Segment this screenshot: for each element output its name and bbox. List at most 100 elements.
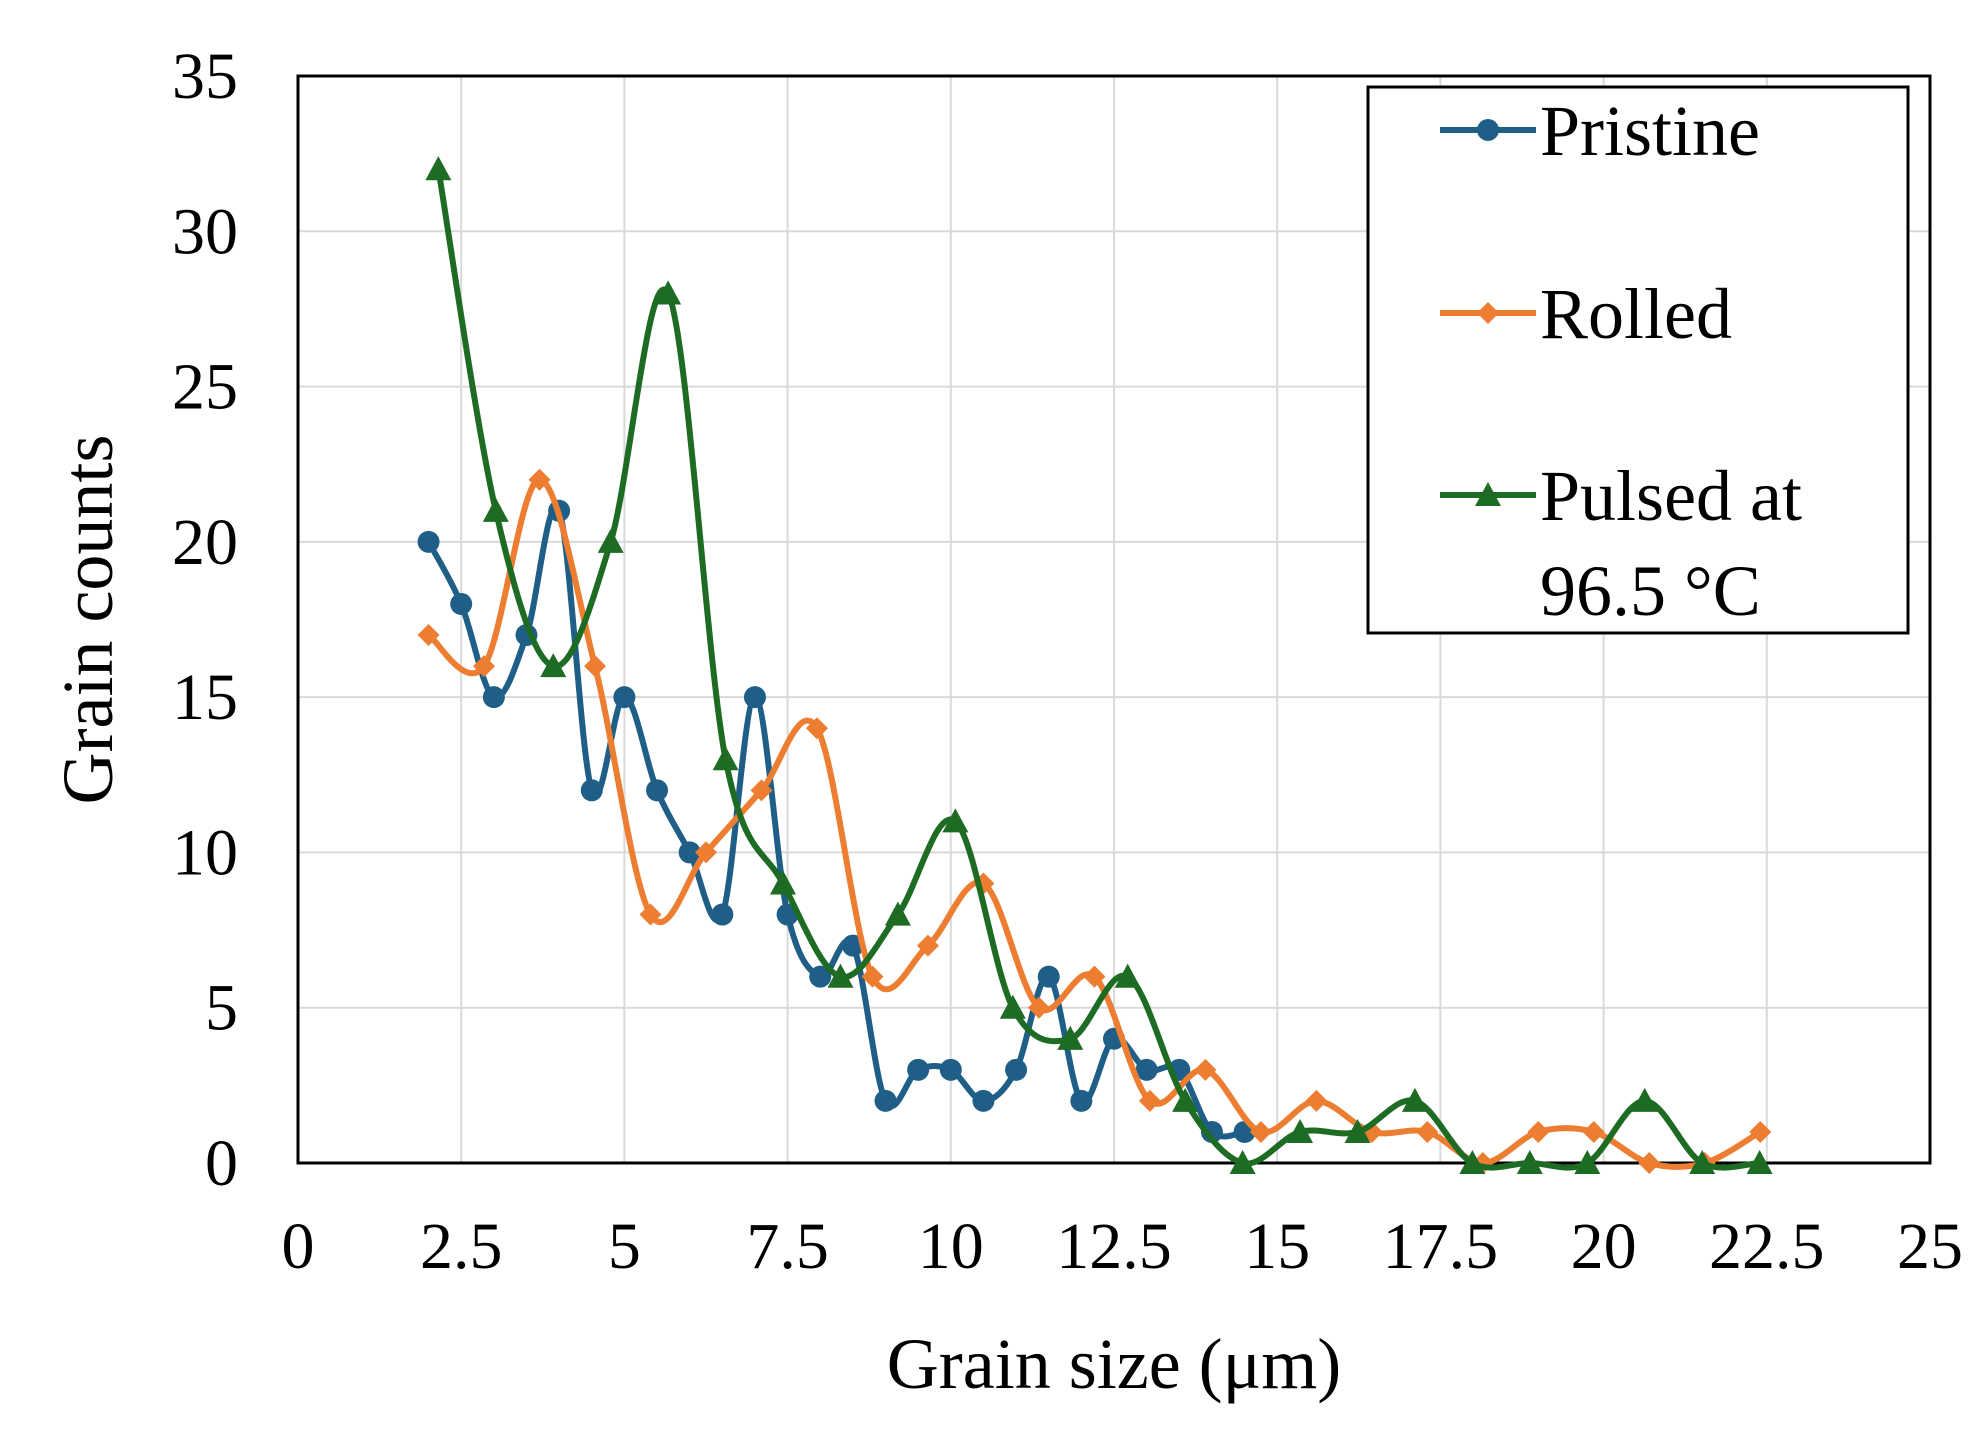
data-point-rolled bbox=[1083, 965, 1106, 988]
data-point-pulsed bbox=[1114, 963, 1141, 988]
data-point-pristine bbox=[613, 686, 636, 709]
data-point-pulsed bbox=[482, 497, 509, 522]
data-point-pulsed bbox=[770, 870, 797, 895]
data-point-pulsed bbox=[540, 653, 567, 678]
data-point-pulsed bbox=[597, 528, 624, 553]
x-tick-label: 7.5 bbox=[746, 1210, 829, 1283]
data-point-pristine bbox=[1005, 1058, 1028, 1081]
data-point-pristine bbox=[1135, 1058, 1158, 1081]
data-point-pulsed bbox=[884, 901, 911, 926]
data-point-pulsed bbox=[827, 963, 854, 988]
data-point-pulsed bbox=[1689, 1150, 1716, 1175]
data-point-pristine bbox=[1037, 965, 1060, 988]
plot-area-border bbox=[296, 74, 1932, 1165]
data-point-pulsed bbox=[1459, 1150, 1486, 1175]
y-tick-label: 30 bbox=[172, 195, 238, 268]
data-point-rolled bbox=[1305, 1089, 1328, 1112]
data-point-pulsed bbox=[655, 280, 682, 305]
data-point-rolled bbox=[528, 468, 551, 491]
data-point-pulsed bbox=[1172, 1087, 1199, 1112]
data-point-rolled bbox=[639, 903, 662, 926]
x-tick-label: 10 bbox=[918, 1210, 984, 1283]
data-point-pristine bbox=[874, 1089, 897, 1112]
data-point-rolled bbox=[1194, 1058, 1217, 1081]
data-point-pulsed bbox=[999, 994, 1026, 1019]
data-point-pulsed bbox=[1516, 1150, 1543, 1175]
x-axis-ticks: 0 2.5 5 7.5 10 12.5 15 17.5 20 22.5 25 bbox=[282, 1210, 1964, 1283]
y-tick-label: 20 bbox=[172, 506, 238, 579]
data-point-pulsed bbox=[1401, 1087, 1428, 1112]
x-tick-label: 22.5 bbox=[1709, 1210, 1825, 1283]
data-point-rolled bbox=[916, 934, 939, 957]
x-tick-label: 17.5 bbox=[1383, 1210, 1499, 1283]
data-point-pristine bbox=[939, 1058, 962, 1081]
y-axis-ticks: 0 5 10 15 20 25 30 35 bbox=[172, 40, 238, 1200]
data-point-pristine bbox=[646, 779, 669, 802]
data-point-pristine bbox=[907, 1058, 930, 1081]
y-tick-label: 35 bbox=[172, 40, 238, 113]
data-point-pulsed bbox=[1057, 1025, 1084, 1050]
legend-label-rolled: Rolled bbox=[1540, 274, 1732, 354]
data-point-rolled bbox=[1527, 1120, 1550, 1143]
x-tick-label: 12.5 bbox=[1056, 1210, 1172, 1283]
legend-label-pulsed: Pulsed at bbox=[1540, 456, 1802, 536]
data-point-pulsed bbox=[712, 746, 739, 771]
data-point-pristine bbox=[417, 530, 440, 553]
legend-label-pristine: Pristine bbox=[1540, 91, 1760, 171]
data-point-pulsed bbox=[1287, 1118, 1314, 1143]
data-point-pulsed bbox=[942, 808, 969, 833]
data-point-rolled bbox=[695, 841, 717, 864]
y-tick-label: 15 bbox=[172, 661, 238, 734]
data-point-pristine bbox=[743, 686, 766, 709]
x-axis-title: Grain size (μm) bbox=[887, 1324, 1341, 1404]
x-tick-label: 20 bbox=[1571, 1210, 1637, 1283]
legend-marker-pristine bbox=[1477, 119, 1499, 141]
data-point-pulsed bbox=[1344, 1118, 1371, 1143]
data-point-pristine bbox=[1070, 1089, 1093, 1112]
legend-box bbox=[1366, 85, 1910, 635]
data-point-pristine bbox=[972, 1089, 995, 1112]
x-tick-label: 2.5 bbox=[420, 1210, 503, 1283]
legend-marker-rolled bbox=[1477, 302, 1499, 324]
series-layer bbox=[417, 156, 1773, 1175]
y-tick-label: 10 bbox=[172, 816, 238, 889]
y-tick-label: 5 bbox=[205, 972, 238, 1045]
x-tick-label: 5 bbox=[608, 1210, 641, 1283]
data-point-rolled bbox=[861, 965, 884, 988]
data-point-rolled bbox=[473, 655, 496, 678]
data-point-pristine bbox=[711, 903, 734, 926]
y-tick-label: 0 bbox=[205, 1127, 238, 1200]
data-point-pulsed bbox=[425, 156, 452, 181]
data-point-pulsed bbox=[1574, 1150, 1601, 1175]
data-point-rolled bbox=[750, 779, 773, 802]
data-point-rolled bbox=[1027, 996, 1050, 1019]
data-point-pristine bbox=[580, 779, 603, 802]
data-point-rolled bbox=[1416, 1120, 1439, 1143]
data-point-pristine bbox=[678, 841, 701, 864]
series-rolled bbox=[417, 468, 1772, 1174]
legend: Pristine Rolled Pulsed at 96.5 °C bbox=[1366, 85, 1910, 635]
data-point-rolled bbox=[584, 655, 607, 678]
data-point-pulsed bbox=[1746, 1150, 1773, 1175]
y-axis-title: Grain counts bbox=[48, 435, 128, 805]
legend-label-pulsed: 96.5 °C bbox=[1540, 551, 1761, 631]
data-point-rolled bbox=[1638, 1152, 1661, 1174]
legend-marker-pulsed bbox=[1475, 482, 1501, 507]
data-point-rolled bbox=[805, 717, 828, 740]
data-point-pulsed bbox=[1631, 1087, 1658, 1112]
data-point-rolled bbox=[1138, 1089, 1161, 1112]
x-tick-label: 15 bbox=[1244, 1210, 1310, 1283]
series-pulsed bbox=[425, 156, 1773, 1175]
data-point-rolled bbox=[1582, 1120, 1605, 1143]
data-point-rolled bbox=[417, 624, 440, 647]
data-point-pristine bbox=[482, 686, 505, 709]
data-point-pulsed bbox=[1229, 1150, 1256, 1175]
data-point-pristine bbox=[1200, 1120, 1223, 1143]
x-tick-label: 0 bbox=[282, 1210, 315, 1283]
data-point-rolled bbox=[1249, 1120, 1272, 1143]
data-point-rolled bbox=[1749, 1120, 1772, 1143]
data-point-pristine bbox=[450, 592, 473, 615]
x-tick-label: 25 bbox=[1897, 1210, 1963, 1283]
y-tick-label: 25 bbox=[172, 351, 238, 424]
